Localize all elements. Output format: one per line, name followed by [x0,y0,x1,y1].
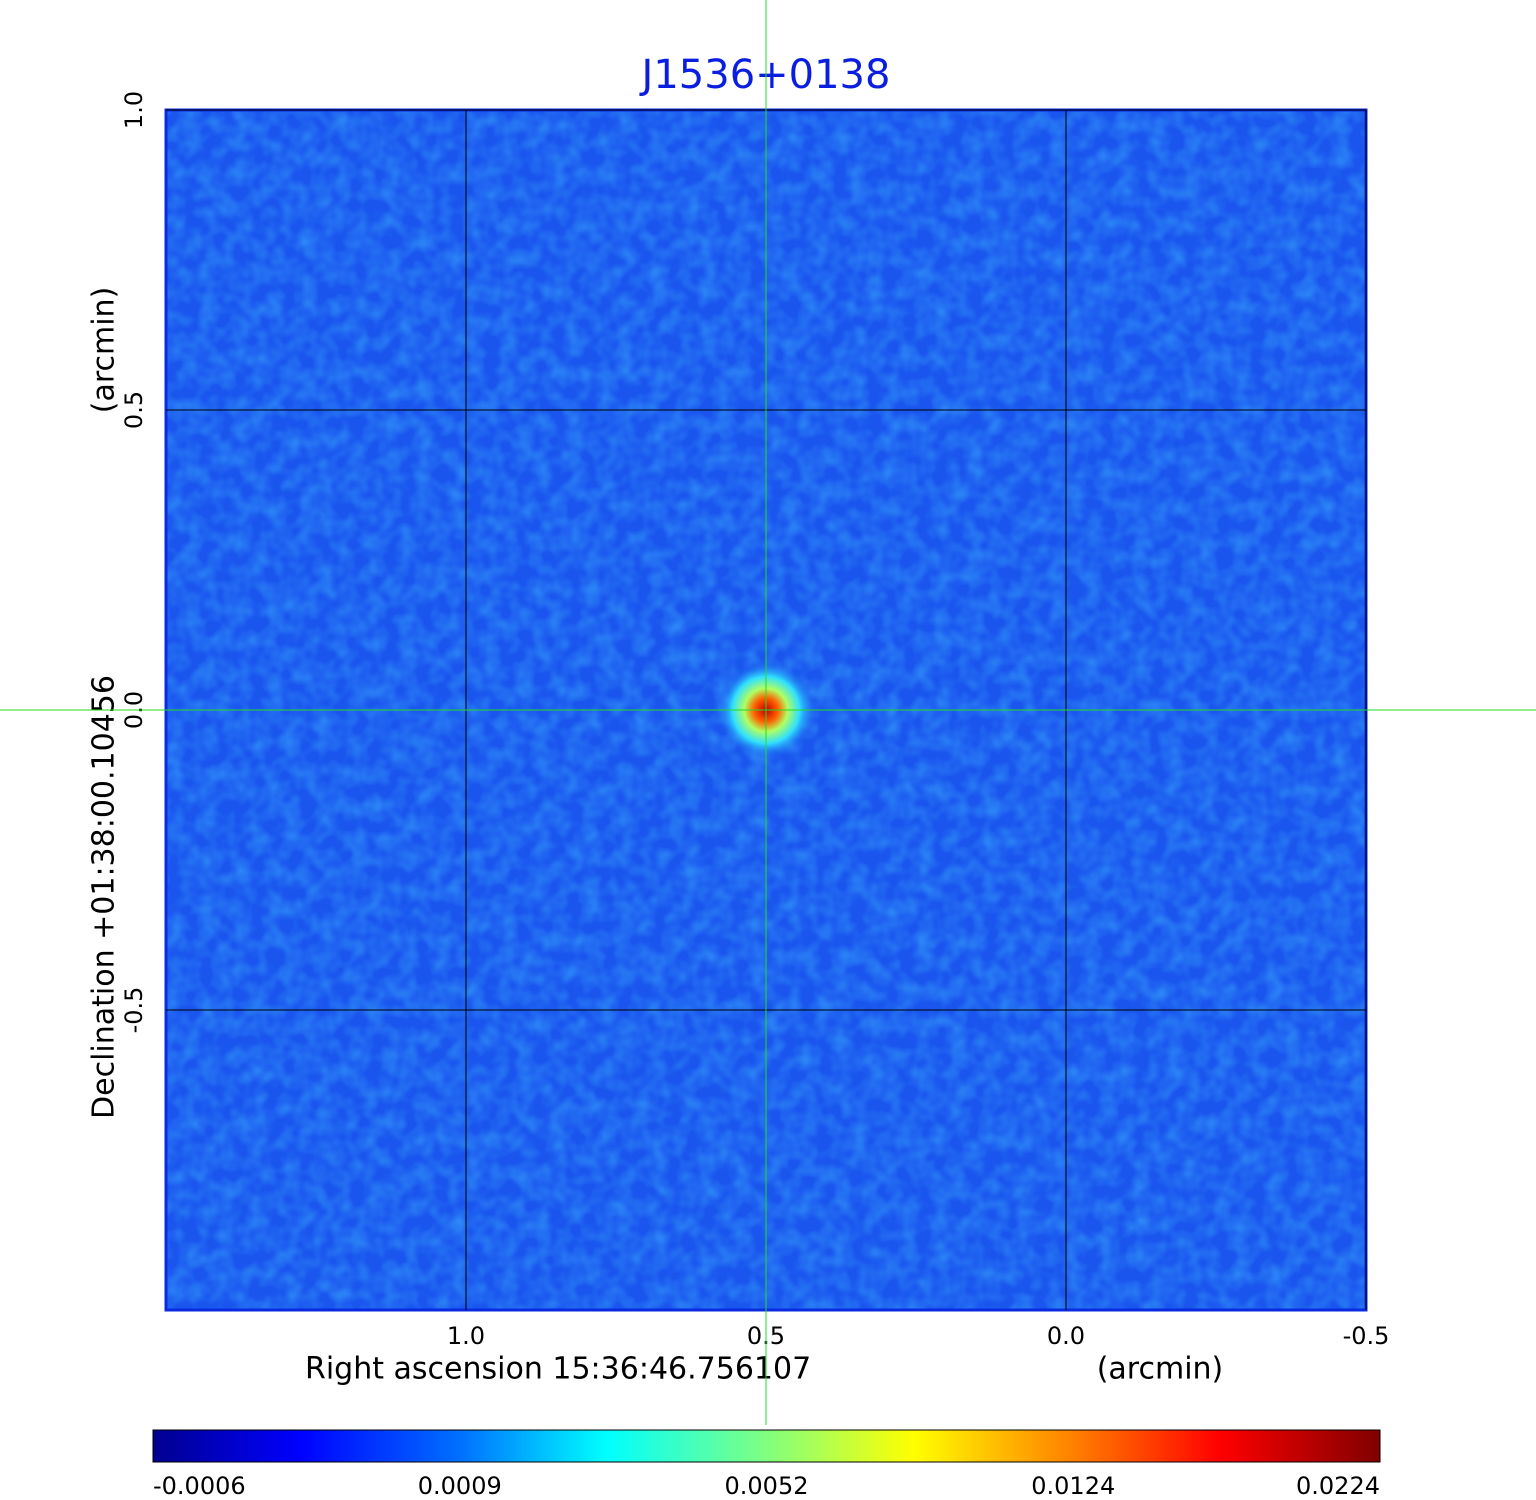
colorbar-tick-label: 0.0009 [418,1472,502,1500]
x-tick-label: -0.5 [1343,1322,1390,1350]
colorbar-tick-label: 0.0052 [725,1472,809,1500]
colorbar-tick-label: 0.0124 [1031,1472,1115,1500]
colorbar-tick-label: 0.0224 [1296,1472,1380,1500]
colorbar [152,1429,1381,1463]
y-axis-unit: (arcmin) [87,287,122,414]
y-tick-label: 0.5 [120,391,148,429]
x-axis-label: Right ascension 15:36:46.756107 [305,1352,811,1387]
chart-title: J1536+0138 [639,52,891,98]
y-tick-label: -0.5 [120,987,148,1034]
x-axis-unit: (arcmin) [1097,1352,1224,1387]
x-tick-label: 0.0 [1047,1322,1085,1350]
colorbar-tick-label: -0.0006 [153,1472,246,1500]
x-tick-label: 1.0 [447,1322,485,1350]
y-tick-label: 1.0 [120,91,148,129]
y-axis-label: Declination +01:38:00.10456 [87,675,122,1119]
